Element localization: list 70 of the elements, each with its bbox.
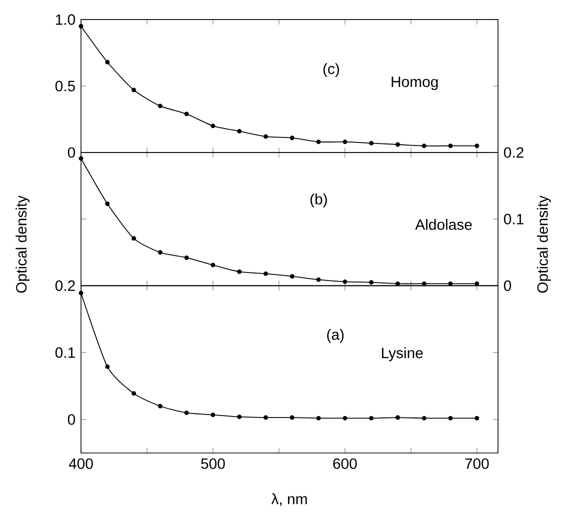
point bbox=[290, 136, 294, 140]
point bbox=[474, 416, 480, 420]
y2-tick-label: 0 bbox=[504, 280, 512, 291]
point bbox=[395, 415, 400, 420]
point bbox=[237, 128, 242, 134]
point bbox=[290, 274, 294, 279]
point bbox=[184, 255, 189, 260]
y-tick-label: 1.0 bbox=[56, 14, 76, 25]
point bbox=[105, 364, 110, 369]
annotation: Aldolase bbox=[415, 218, 472, 230]
point bbox=[290, 415, 294, 420]
point bbox=[316, 140, 321, 144]
y-tick-label: 0 bbox=[68, 414, 76, 425]
y2-tick-label: 0.2 bbox=[504, 147, 524, 158]
y-tick-label: 0 bbox=[68, 147, 76, 158]
point bbox=[264, 134, 268, 139]
y2-axis-title: Optical density bbox=[536, 195, 551, 293]
annotation: (b) bbox=[310, 193, 327, 208]
point bbox=[342, 140, 348, 144]
point bbox=[237, 414, 242, 420]
point bbox=[316, 277, 321, 282]
y2-tick-label: 0.1 bbox=[504, 214, 524, 224]
point bbox=[132, 236, 136, 241]
point bbox=[184, 410, 189, 416]
point bbox=[422, 281, 426, 286]
point bbox=[448, 281, 453, 286]
annotation: Homog bbox=[392, 76, 438, 90]
point bbox=[369, 416, 374, 420]
point bbox=[78, 24, 84, 28]
point bbox=[158, 104, 162, 108]
point bbox=[264, 415, 268, 420]
point bbox=[448, 416, 453, 420]
annotation: (a) bbox=[327, 328, 344, 343]
point bbox=[369, 280, 374, 285]
annotation: Lysine bbox=[382, 347, 423, 362]
point bbox=[316, 416, 321, 420]
y-tick-label: 0.1 bbox=[55, 347, 75, 358]
point bbox=[395, 281, 400, 286]
x-axis-title: λ, nm bbox=[271, 493, 307, 506]
annotation: (c) bbox=[323, 63, 339, 78]
x-tick-label: 500 bbox=[201, 458, 225, 469]
point bbox=[132, 88, 136, 92]
point bbox=[395, 142, 400, 147]
point bbox=[448, 144, 453, 148]
point bbox=[210, 412, 216, 418]
point bbox=[237, 269, 242, 274]
point bbox=[474, 281, 480, 286]
point bbox=[105, 60, 110, 64]
point bbox=[78, 290, 84, 296]
x-tick-label: 400 bbox=[68, 458, 93, 469]
point bbox=[369, 140, 374, 146]
point bbox=[342, 416, 348, 420]
point bbox=[474, 144, 480, 148]
point bbox=[210, 124, 216, 128]
point bbox=[264, 271, 268, 276]
point bbox=[78, 156, 84, 161]
point bbox=[158, 404, 162, 408]
point bbox=[158, 250, 162, 255]
y-tick-label: 0.2 bbox=[55, 280, 75, 291]
point bbox=[422, 144, 426, 148]
point bbox=[184, 112, 189, 116]
point bbox=[132, 391, 136, 396]
point bbox=[422, 416, 426, 420]
point bbox=[210, 262, 216, 268]
y-tick-label: 0.5 bbox=[55, 80, 76, 92]
y-axis-title: Optical density bbox=[16, 195, 30, 293]
x-tick-label: 600 bbox=[333, 458, 357, 469]
x-tick-label: 700 bbox=[465, 458, 489, 469]
point bbox=[342, 279, 348, 284]
point bbox=[105, 202, 110, 206]
